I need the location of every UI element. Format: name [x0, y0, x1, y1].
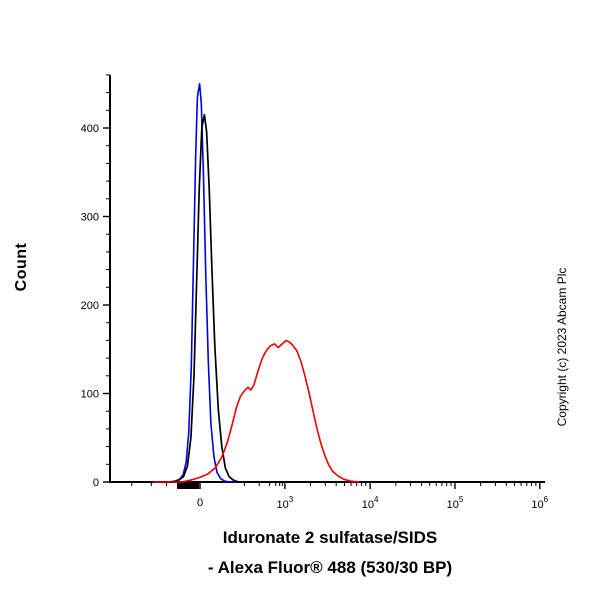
- x-axis-title-line1: Iduronate 2 sulfatase/SIDS: [222, 528, 438, 547]
- x-tick-label: 103: [277, 495, 294, 511]
- series-black: [152, 113, 255, 483]
- series-blue: [152, 83, 250, 483]
- x-axis-title-line2: - Alexa Fluor® 488 (530/30 BP): [207, 558, 453, 577]
- copyright-text: Copyright (c) 2023 Abcam Plc: [555, 267, 569, 427]
- y-tick-label: 200: [81, 300, 99, 312]
- x-tick-cluster: [176, 483, 200, 489]
- x-tick-label: 0: [197, 497, 203, 509]
- x-tick-label: 106: [531, 495, 548, 511]
- y-tick-label: 400: [81, 123, 99, 135]
- y-axis-title: Count: [13, 242, 30, 292]
- y-tick-label: 300: [81, 212, 99, 224]
- y-tick-label: 100: [81, 389, 99, 401]
- series-red: [152, 339, 360, 483]
- y-tick-label: 0: [93, 477, 99, 489]
- x-tick-label: 105: [447, 495, 464, 511]
- x-tick-label: 104: [362, 495, 379, 511]
